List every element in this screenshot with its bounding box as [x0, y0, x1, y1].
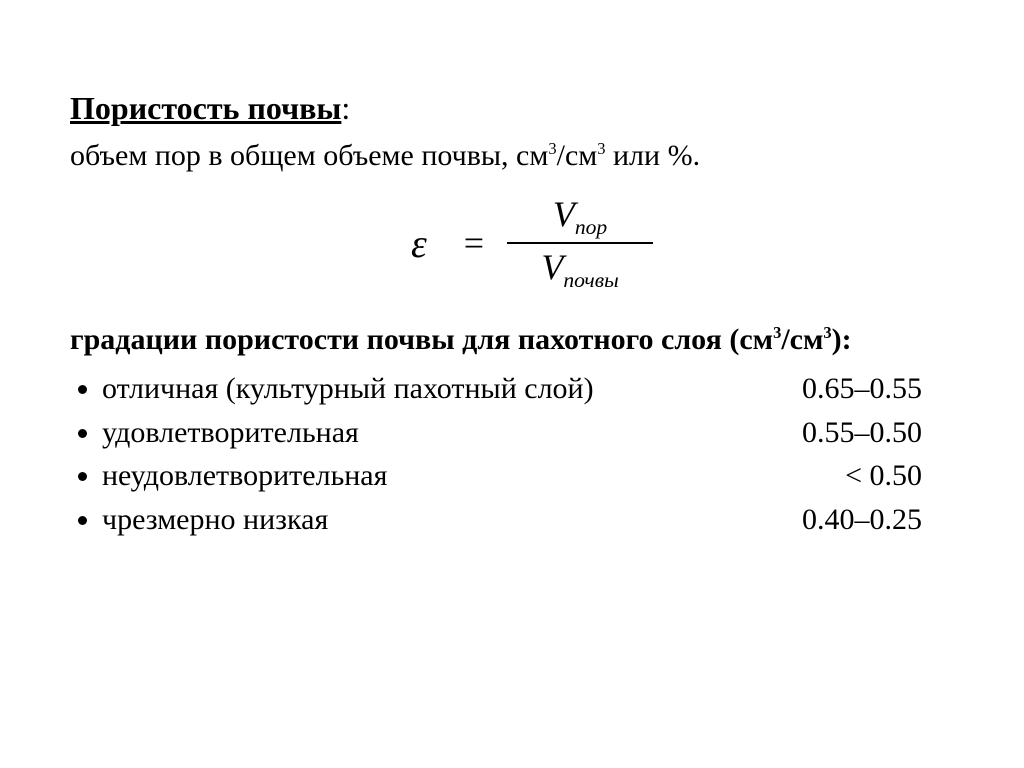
num-sub: пор — [575, 215, 607, 239]
grad-sup-2: 3 — [823, 323, 831, 342]
title-line: Пористость почвы: — [70, 90, 994, 127]
definition-text: объем пор в общем объеме почвы, см3/см3 … — [70, 139, 994, 173]
formula: ε = Vпор Vпочвы — [70, 193, 994, 293]
grad-value: 0.65–0.55 — [802, 367, 922, 411]
grad-value: 0.55–0.50 — [802, 411, 922, 455]
formula-lhs: ε — [411, 220, 455, 267]
sup-1: 3 — [548, 139, 556, 158]
grad-heading-prefix: градации пористости почвы для пахотного … — [70, 323, 773, 356]
definition-prefix: объем пор в общем объеме почвы, см — [70, 139, 548, 172]
grad-value: < 0.50 — [845, 454, 922, 498]
formula-fraction: Vпор Vпочвы — [507, 193, 653, 293]
den-var: V — [541, 247, 563, 287]
list-item: удовлетворительная 0.55–0.50 — [102, 411, 994, 455]
grad-label: неудовлетворительная — [102, 454, 387, 498]
list-item: чрезмерно низкая 0.40–0.25 — [102, 498, 994, 542]
grad-label: чрезмерно низкая — [102, 498, 328, 542]
grad-label: удовлетворительная — [102, 411, 359, 455]
definition-slash: /см — [557, 139, 598, 172]
den-sub: почвы — [563, 268, 618, 292]
page-title: Пористость почвы — [70, 90, 341, 126]
list-item: отличная (культурный пахотный слой) 0.65… — [102, 367, 994, 411]
formula-numerator: Vпор — [507, 193, 653, 244]
grad-heading-suffix: ): — [832, 323, 852, 356]
num-var: V — [553, 194, 575, 234]
slide: Пористость почвы: объем пор в общем объе… — [0, 0, 1024, 541]
grad-heading-mid: /см — [781, 323, 823, 356]
formula-denominator: Vпочвы — [507, 244, 653, 293]
gradations-list: отличная (культурный пахотный слой) 0.65… — [70, 367, 994, 541]
grad-label: отличная (культурный пахотный слой) — [102, 367, 594, 411]
title-colon: : — [341, 90, 350, 126]
grad-value: 0.40–0.25 — [802, 498, 922, 542]
sup-2: 3 — [597, 139, 605, 158]
list-item: неудовлетворительная < 0.50 — [102, 454, 994, 498]
formula-equals: = — [464, 222, 498, 264]
gradations-heading: градации пористости почвы для пахотного … — [70, 323, 994, 357]
definition-suffix: или %. — [606, 139, 701, 172]
